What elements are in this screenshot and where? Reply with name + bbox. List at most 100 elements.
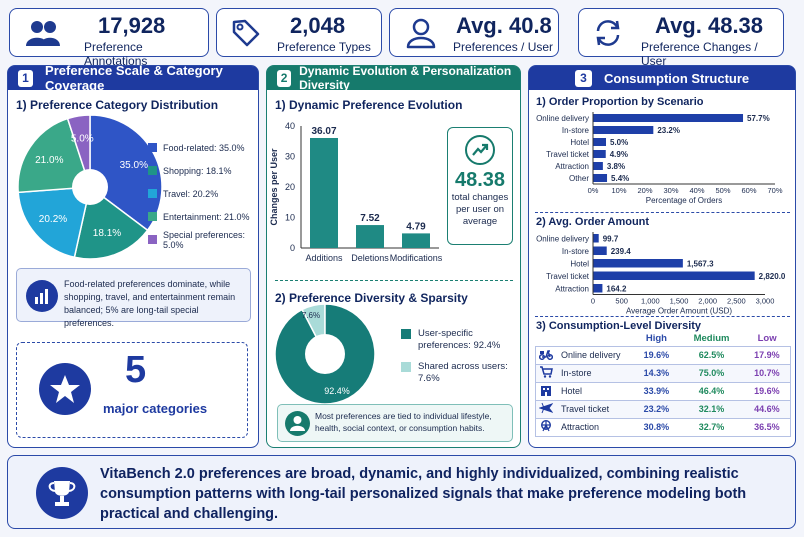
table-cell: 19.6% [643,350,670,360]
x-tick-label: 1,000 [641,297,660,306]
slice-label: 92.4% [324,386,350,396]
bar [593,114,744,122]
tag-icon [232,19,260,47]
major-categories-number: 5 [125,349,147,391]
bar-value-label: 57.7% [747,114,770,123]
y-tick-label: 0 [290,243,295,253]
bar-value-label: 239.4 [611,247,632,256]
diversity-table: High Medium Low Online delivery 19.6% 62.5% 17… [535,332,791,437]
pie-slice [17,186,91,259]
table-cell: 75.0% [698,368,725,378]
bar [593,126,654,134]
x-tick-label: 0 [591,297,595,306]
x-axis-label: Percentage of Orders [646,196,722,205]
bar [593,162,603,170]
section-title: 2) Preference Diversity & Sparsity [275,291,468,305]
pie-slice [17,117,92,194]
panel-title: Dynamic Evolution & Personalization Dive… [299,64,512,92]
slice-label: 5.0% [71,134,94,145]
slice-label: 35.0% [120,160,148,171]
panel-title: Consumption Structure [604,70,750,86]
bar [593,259,683,268]
bar-value-label: 7.52 [360,213,380,224]
stat-value: 17,928 [98,13,166,38]
major-categories-box: 5 major categories [16,342,248,438]
row-label-cell: In-store [536,364,634,382]
callout-text: total changes per user on average [451,192,509,227]
panel-number-badge: 1 [18,69,34,87]
dashed-divider [535,212,790,213]
y-tick-label: 20 [285,182,295,192]
legend-swatch [401,329,411,339]
avg-order-amount-bar-chart: Online delivery 99.7 In-store 239.4 Hotel 1,5… [536,232,786,316]
table-cell: 17.9% [754,350,780,360]
scooter-icon [538,348,554,362]
bar [593,271,755,280]
pie-slice [66,114,91,188]
table-header-blank [536,332,634,346]
table-cell: 30.8% [643,422,670,432]
table-row: Hotel 33.9% 46.4% 19.6% [535,382,791,400]
legend-item: Special preferences: 5.0% [148,228,260,251]
cart-icon [539,366,553,380]
y-tick-label: Hotel [570,138,589,147]
stat-card-preferences-per-user: Avg. 40.8 Preferences / User [389,8,559,57]
stat-value: 2,048 [290,13,346,38]
table-cell: 33.9% [643,386,670,396]
star-icon [39,363,91,415]
legend-item: User-specific preferences: 92.4% [401,328,517,352]
major-categories-label: major categories [103,401,208,416]
x-tick-label: 1,500 [670,297,689,306]
row-label: Attraction [561,422,600,432]
bar-value-label: 4.79 [406,221,426,232]
consumption-level-table: High Medium Low Online delivery 19.6% 62.5% 17… [535,332,791,437]
x-tick-label: 20% [637,186,652,195]
bar-chart-icon [26,280,58,312]
stat-card-changes-per-user: Avg. 48.38 Preference Changes / User [578,8,784,68]
row-label: Online delivery [561,350,621,360]
stat-card-types: 2,048 Preference Types [216,8,382,57]
bar-value-label: 99.7 [603,235,619,244]
table-row: Online delivery 19.6% 62.5% 17.9% [535,346,791,364]
section-title: 3) Consumption-Level Diversity [536,320,702,332]
x-axis-label: Average Order Amount (USD) [626,307,732,316]
order-proportion-bar-chart: Online delivery 57.7% In-store 23.2% Hotel 5.… [536,112,783,205]
stat-value: Avg. 40.8 [456,13,552,38]
x-tick-label: 60% [741,186,756,195]
table-row: In-store 14.3% 75.0% 10.7% [535,364,791,382]
table-column-header: Medium [693,333,730,345]
row-label-cell: Attraction [536,418,634,436]
slice-label: 21.0% [35,155,63,166]
table-row: Travel ticket 23.2% 32.1% 44.6% [535,400,791,418]
panel-header: 3 Consumption Structure [529,66,795,90]
panel-number-badge: 2 [277,69,292,87]
bar [593,174,608,182]
diversity-note-box: Most preferences are tied to individual … [277,404,513,442]
stat-label: Preference Annotations [84,40,148,68]
table-row: Attraction 30.8% 32.7% 36.5% [535,418,791,436]
x-tick-label: 3,000 [756,297,775,306]
note-text: Food-related preferences dominate, while… [64,279,236,328]
stat-label: Preference Changes / User [641,40,758,68]
table-cell: 62.5% [698,350,725,360]
y-tick-label: Travel ticket [546,150,590,159]
row-label: Travel ticket [561,404,610,414]
total-changes-callout: 48.38 total changes per user on average [447,127,513,245]
legend-label: Special preferences: 5.0% [163,229,246,250]
legend-swatch [148,212,157,221]
panel-number-badge: 3 [575,69,592,87]
legend-swatch [148,166,157,175]
bar-value-label: 1,567.3 [687,260,714,269]
x-tick-label: 40% [689,186,704,195]
table-cell: 32.7% [698,422,725,432]
diversity-legend: User-specific preferences: 92.4% Shared a… [401,328,517,394]
x-tick-label: 10% [611,186,626,195]
bar [402,233,430,248]
legend-swatch [148,235,157,244]
legend-item: Food-related: 35.0% [148,136,260,159]
x-tick-label: 30% [663,186,678,195]
bar-value-label: 36.07 [311,126,336,137]
x-tick-label: 50% [715,186,730,195]
legend-item: Entertainment: 21.0% [148,205,260,228]
x-tick-label: Additions [305,253,343,263]
